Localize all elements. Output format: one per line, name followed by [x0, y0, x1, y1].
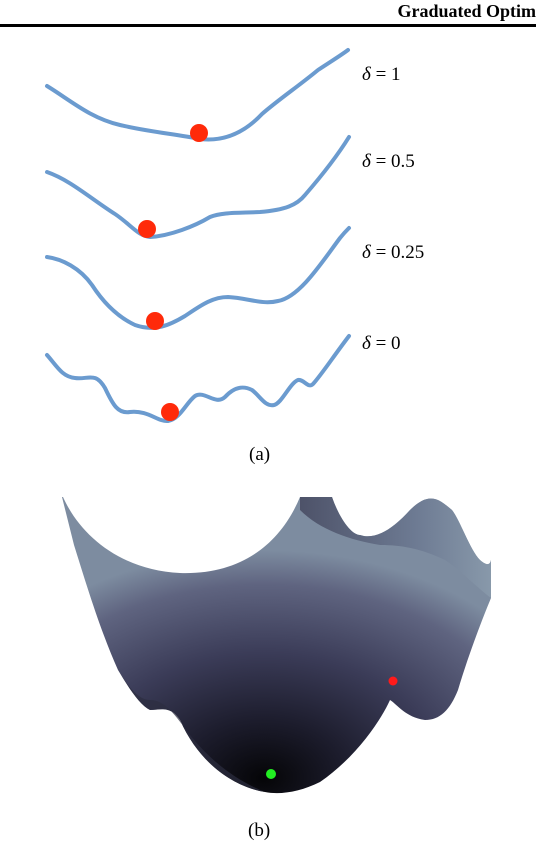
- curve-delta-1: [45, 48, 350, 142]
- local-minimum-dot: [388, 676, 398, 686]
- curves-group: [45, 48, 351, 424]
- curve-delta-0: [45, 334, 351, 424]
- running-head: Graduated Optim: [397, 1, 536, 21]
- global-minimum-dot: [266, 769, 276, 779]
- label-delta-0.25: δ = 0.25: [362, 242, 425, 263]
- header-rule: [0, 24, 536, 27]
- minimum-dot-delta-0.25: [146, 312, 164, 330]
- surface-far-rim: [300, 497, 491, 598]
- caption-b: (b): [248, 820, 271, 841]
- minimum-dot-delta-1: [190, 124, 208, 142]
- label-delta-1: δ = 1: [362, 64, 401, 85]
- label-delta-0.5: δ = 0.5: [362, 151, 415, 172]
- surface-bowl: [62, 497, 491, 794]
- minimum-dot-delta-0: [161, 403, 179, 421]
- label-delta-0: δ = 0: [362, 333, 401, 354]
- minimum-dot-delta-0.5: [138, 220, 156, 238]
- surface-plot: [62, 497, 491, 794]
- curve-delta-0.5: [45, 135, 351, 239]
- curve-delta-0.25: [45, 226, 351, 330]
- minima-group: [138, 124, 208, 421]
- caption-a: (a): [249, 444, 271, 465]
